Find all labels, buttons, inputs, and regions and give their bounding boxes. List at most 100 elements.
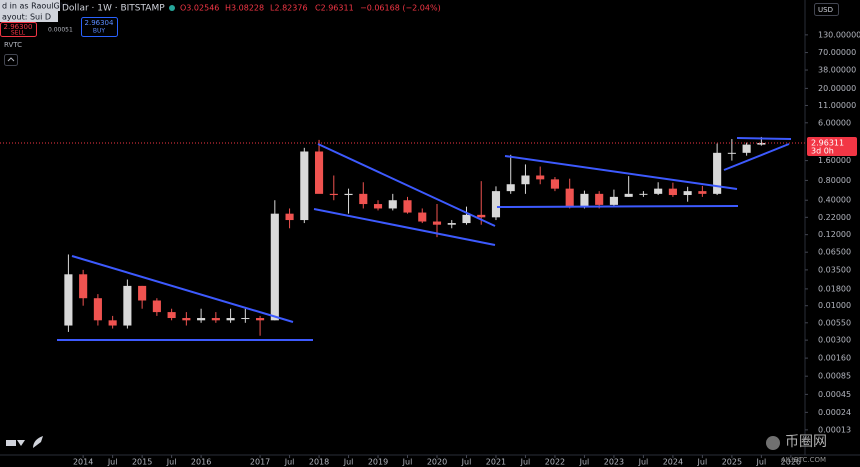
candle-body	[654, 188, 663, 194]
candle-body	[668, 188, 677, 196]
y-tick-label: 0.00550	[818, 318, 851, 327]
sell-label[interactable]: SELL	[11, 30, 26, 37]
x-tick-label: Jul	[107, 458, 118, 467]
x-tick-label: 2014	[73, 458, 93, 467]
candle-body	[182, 318, 191, 321]
x-tick-label: 2022	[545, 458, 565, 467]
candle-body	[211, 318, 220, 321]
buy-price[interactable]: 2.96304	[85, 19, 114, 27]
trendline	[317, 143, 496, 227]
candle-body	[123, 285, 132, 326]
x-tick-label: Jul	[697, 458, 708, 467]
x-tick-label: Jul	[343, 458, 354, 467]
collapse-button[interactable]	[4, 54, 18, 66]
y-tick-label: 0.03500	[818, 265, 851, 274]
candle-body	[536, 175, 545, 180]
indicator-label: RVTC	[4, 41, 22, 49]
ohlc-low: L2.82376	[270, 4, 308, 13]
candle-body	[344, 193, 353, 196]
candle-body	[329, 193, 338, 196]
trendline	[496, 205, 739, 208]
y-tick-label: 0.00024	[818, 408, 851, 417]
sell-button[interactable]	[0, 22, 37, 37]
x-tick-label: Jul	[402, 458, 413, 467]
y-tick-label: 0.06500	[818, 248, 851, 257]
y-tick-label: 0.00300	[818, 336, 851, 345]
y-tick-label: 0.80000	[818, 176, 851, 185]
candle-body	[447, 223, 456, 225]
ohlc-legend: O3.02546 H3.08228 L2.82376 C2.96311 −0.0…	[180, 4, 441, 13]
candle-body	[359, 193, 368, 205]
ohlc-close: C2.96311	[315, 4, 354, 13]
trendline	[71, 255, 294, 323]
candle-body	[93, 298, 102, 321]
candle-body	[314, 151, 324, 194]
buy-label[interactable]: BUY	[93, 28, 106, 35]
candle-body	[609, 196, 618, 205]
y-tick-label: 1.60000	[818, 156, 851, 165]
candle-body	[256, 318, 265, 321]
candle-body	[152, 300, 161, 313]
axes: 130.00000 70.00000 38.00000 20.00000 11.0000…	[73, 30, 860, 466]
candle-body	[639, 193, 648, 195]
trendline	[313, 208, 496, 246]
y-tick-label: 0.00045	[818, 390, 851, 399]
sell-price[interactable]: 2.96300	[4, 23, 33, 31]
x-tick-label: Jul	[579, 458, 590, 467]
candle-body	[432, 221, 442, 225]
x-tick-label: 2017	[250, 458, 270, 467]
y-tick-label: 6.00000	[818, 118, 851, 127]
candle-body	[506, 184, 515, 192]
candle-body	[418, 212, 427, 222]
x-tick-label: 2015	[132, 458, 152, 467]
candle-body	[167, 312, 176, 319]
candle-body	[624, 193, 633, 197]
trendline	[736, 137, 792, 140]
candle-body	[270, 213, 279, 321]
spread: 0.00051	[48, 27, 73, 34]
layout-text: ayout: Sui D	[2, 13, 51, 22]
trendline	[723, 143, 790, 171]
logo-icon	[33, 436, 43, 448]
candle-body	[197, 318, 206, 321]
candle-body	[403, 200, 412, 213]
y-tick-label: 0.00085	[818, 372, 851, 381]
x-tick-label: 2024	[663, 458, 683, 467]
y-tick-label: 0.01000	[818, 301, 851, 310]
x-tick-label: 2023	[604, 458, 624, 467]
tooltip-box	[0, 11, 58, 22]
watermark: 币圈网	[785, 434, 827, 450]
buy-button[interactable]	[81, 17, 118, 37]
candle-body	[79, 274, 88, 299]
candle-body	[713, 152, 722, 194]
y-tick-label: 0.22000	[818, 213, 851, 222]
collapse-icon	[7, 57, 15, 62]
candle-body	[727, 152, 736, 154]
currency-label[interactable]: USD	[818, 6, 833, 14]
x-tick-label: 2016	[191, 458, 211, 467]
y-tick-label: 0.40000	[818, 196, 851, 205]
trendlines	[57, 137, 792, 341]
candle-body	[550, 179, 560, 189]
candle-body	[565, 188, 574, 207]
symbol-title: Dollar · 1W · BITSTAMP	[62, 4, 165, 14]
y-tick-label: 20.00000	[818, 84, 856, 93]
watermark-icon	[766, 436, 780, 450]
candle-body	[64, 274, 73, 326]
y-tick-label: 38.00000	[818, 66, 856, 75]
candle-body	[108, 320, 117, 326]
y-tick-label: 0.12000	[818, 230, 851, 239]
x-tick-label: 2026	[781, 458, 801, 467]
plot-area	[0, 136, 805, 336]
login-text: d in as RaoulGMI	[2, 2, 69, 11]
candle-body	[138, 285, 147, 301]
candle-body	[226, 318, 235, 321]
x-tick-label: 2018	[309, 458, 329, 467]
x-tick-label: Jul	[284, 458, 295, 467]
tradingview-logo	[6, 440, 25, 446]
candle-body	[300, 151, 309, 221]
candle-body	[462, 214, 471, 224]
candle-body	[683, 191, 692, 196]
currency-button[interactable]	[814, 3, 839, 16]
